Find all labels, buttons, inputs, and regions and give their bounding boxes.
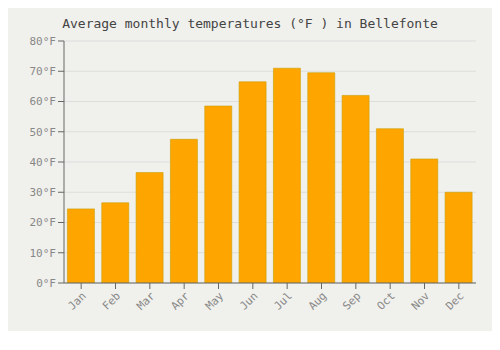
svg-text:30°F: 30°F — [30, 186, 57, 199]
svg-text:Aug: Aug — [306, 289, 329, 312]
html-text:Average monthly temperatures (: Average monthly temperatures (°F ) in Be… — [62, 16, 438, 31]
svg-text:May: May — [203, 289, 227, 313]
svg-text:Jun: Jun — [237, 289, 260, 312]
svg-text:Feb: Feb — [100, 289, 123, 312]
svg-text:20°F: 20°F — [30, 216, 57, 229]
svg-text:Dec: Dec — [443, 289, 466, 312]
svg-text:Sep: Sep — [340, 289, 363, 312]
svg-text:Jan: Jan — [66, 289, 89, 312]
svg-text:0°F: 0°F — [36, 277, 56, 290]
svg-text:60°F: 60°F — [30, 95, 57, 108]
svg-text:Apr: Apr — [169, 289, 193, 313]
svg-text:40°F: 40°F — [30, 156, 57, 169]
svg-text:Oct: Oct — [375, 289, 398, 312]
svg-text:Nov: Nov — [409, 289, 433, 313]
svg-text:10°F: 10°F — [30, 247, 57, 260]
svg-text:70°F: 70°F — [30, 65, 57, 78]
svg-text:50°F: 50°F — [30, 126, 57, 139]
svg-text:80°F: 80°F — [30, 35, 57, 48]
svg-text:Mar: Mar — [134, 289, 158, 313]
svg-text:Jul: Jul — [272, 289, 295, 312]
